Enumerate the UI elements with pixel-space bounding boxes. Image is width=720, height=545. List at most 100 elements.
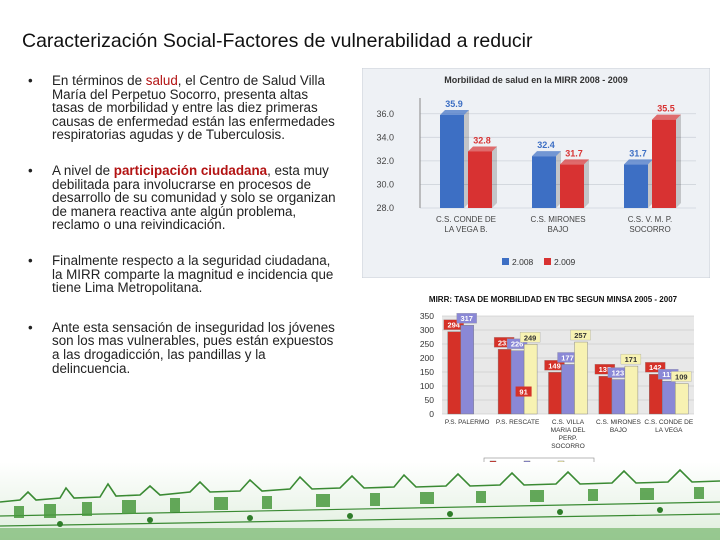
chart1-bar xyxy=(624,164,648,208)
bullet-participacion: • A nivel de participación ciudadana, es… xyxy=(24,164,340,232)
chart2-category-label: P.S. PALERMO xyxy=(445,419,490,426)
chart2-data-label-box xyxy=(506,338,528,349)
chart2-data-label-box xyxy=(519,332,541,343)
chart1-title: Morbilidad de salud en la MIRR 2008 - 20… xyxy=(444,75,628,85)
bullet-dot: • xyxy=(28,319,33,335)
chart1-data-label: 32.4 xyxy=(537,140,555,150)
chart2-bar xyxy=(548,372,562,415)
footer-city-icon xyxy=(0,462,720,540)
chart1-ytick: 32.0 xyxy=(376,156,394,166)
chart2-data-label: 257 xyxy=(574,331,587,340)
chart1-data-label: 31.7 xyxy=(629,148,647,158)
chart2-bar xyxy=(510,350,525,415)
chart1-category-label: C.S. MIRONES xyxy=(530,215,585,224)
chart2-data-label: 117 xyxy=(662,370,674,379)
chart1-ytick: 36.0 xyxy=(376,109,394,119)
chart2-data-label: 142 xyxy=(649,363,662,372)
bullet-dot: • xyxy=(28,162,33,178)
chart2-data-label: 231 xyxy=(498,338,511,347)
chart1-category-label: LA VEGA B. xyxy=(444,225,487,234)
bullet-text-pre: En términos de xyxy=(52,73,146,88)
chart1-bar-side xyxy=(676,114,681,208)
bullet-salud: • En términos de salud, el Centro de Sal… xyxy=(24,74,340,142)
chart1-legend-swatch xyxy=(544,258,551,265)
chart2-category-label: SOCORRO xyxy=(551,443,585,450)
chart2-data-label: 226 xyxy=(511,340,524,349)
bullet-jovenes: • Ante esta sensación de inseguridad los… xyxy=(24,319,340,376)
chart1-data-label: 32.8 xyxy=(473,135,491,145)
chart2-category-label: C.S. VILLA xyxy=(552,419,585,426)
chart1-bar-side xyxy=(556,151,561,208)
chart1-bar xyxy=(532,156,556,208)
chart2-category-label: LA VEGA xyxy=(655,427,683,434)
chart1-bar-top xyxy=(624,159,653,165)
chart2-ytick: 350 xyxy=(420,311,434,321)
chart1-ytick: 30.0 xyxy=(376,179,394,189)
chart2-category-label: C.S. MIRONES xyxy=(596,419,641,426)
chart2-category-label: C.S. CONDE DE xyxy=(644,419,693,426)
chart2-ytick: 150 xyxy=(420,367,434,377)
chart1-category-label: SOCORRO xyxy=(629,225,670,234)
chart2-data-label-box xyxy=(456,313,477,324)
bullet-text-post: , esta muy debilitada para involucrarse … xyxy=(52,162,336,233)
chart2-category-label: P.S. RESCATE xyxy=(496,419,540,426)
chart1-data-label: 35.5 xyxy=(657,104,675,114)
bullet-text: Finalmente respecto a la seguridad ciuda… xyxy=(52,252,334,296)
bullet-text-pre: A nivel de xyxy=(52,162,114,178)
chart2-category-label: BAJO xyxy=(610,427,627,434)
chart2-data-label-box xyxy=(620,353,642,365)
chart2-bar xyxy=(649,374,663,415)
chart2-data-label: 123 xyxy=(612,369,625,378)
chart2-data-label-box xyxy=(443,319,464,330)
chart2-bar xyxy=(624,365,639,415)
chart2-bar xyxy=(460,325,474,415)
bullet-dot: • xyxy=(28,73,33,88)
chart2-data-label: 109 xyxy=(675,372,688,381)
chart-tbc: MIRR: TASA DE MORBILIDAD EN TBC SEGUN MI… xyxy=(398,290,708,475)
chart1-ytick: 34.0 xyxy=(376,132,394,142)
chart1-bar-top xyxy=(532,151,561,157)
chart2-data-label-box xyxy=(570,329,591,341)
chart1-bar xyxy=(560,164,584,208)
chart2-ytick: 200 xyxy=(420,353,434,363)
chart2-data-label: 249 xyxy=(524,333,537,342)
chart1-ytick: 28.0 xyxy=(376,203,394,213)
chart1-bar-side xyxy=(584,159,589,208)
chart2-ytick: 300 xyxy=(420,325,434,335)
chart1-bar-top xyxy=(468,146,497,152)
bullet-text-post: , el Centro de Salud Villa María del Per… xyxy=(52,73,335,143)
chart2-category-label: MARIA DEL xyxy=(551,427,586,434)
bullet-dot: • xyxy=(28,252,33,268)
chart2-bar xyxy=(611,379,626,415)
chart1-data-label: 31.7 xyxy=(565,148,583,158)
chart2-ytick: 100 xyxy=(420,381,434,391)
chart2-bar xyxy=(497,349,512,415)
chart1-category-label: C.S. CONDE DE xyxy=(436,215,496,224)
chart1-data-label: 35.9 xyxy=(445,99,463,109)
footer-city-illustration xyxy=(0,462,720,540)
chart1-bar-top xyxy=(440,109,469,115)
chart2-data-label-box xyxy=(671,371,692,382)
chart2-data-label: 149 xyxy=(548,361,561,370)
chart2-bar xyxy=(447,331,461,415)
chart2-data-label-box xyxy=(645,362,666,373)
chart2-data-label: 294 xyxy=(447,321,460,330)
chart2-data-label: 317 xyxy=(460,314,473,323)
chart2-data-label: 135 xyxy=(599,365,612,374)
bullet-seguridad: • Finalmente respecto a la seguridad ciu… xyxy=(24,254,340,295)
chart2-extra-label: 91 xyxy=(519,388,527,397)
chart1-category-label: C.S. V. M. P. xyxy=(628,215,672,224)
keyword-salud: salud xyxy=(145,73,178,88)
chart2-data-label: 177 xyxy=(561,353,574,362)
chart2-bar xyxy=(598,375,613,415)
chart2-ytick: 50 xyxy=(425,395,435,405)
chart1-svg: Morbilidad de salud en la MIRR 2008 - 20… xyxy=(362,68,710,278)
chart1-bar-side xyxy=(648,159,653,208)
bullet-text: Ante esta sensación de inseguridad los j… xyxy=(52,319,335,376)
chart1-bar-side xyxy=(464,109,469,208)
chart2-bar xyxy=(675,383,689,415)
chart1-legend-label: 2.008 xyxy=(512,257,534,267)
chart2-svg: MIRR: TASA DE MORBILIDAD EN TBC SEGUN MI… xyxy=(398,290,708,475)
chart-morbilidad-salud: Morbilidad de salud en la MIRR 2008 - 20… xyxy=(362,68,710,278)
chart1-category-label: BAJO xyxy=(548,225,569,234)
